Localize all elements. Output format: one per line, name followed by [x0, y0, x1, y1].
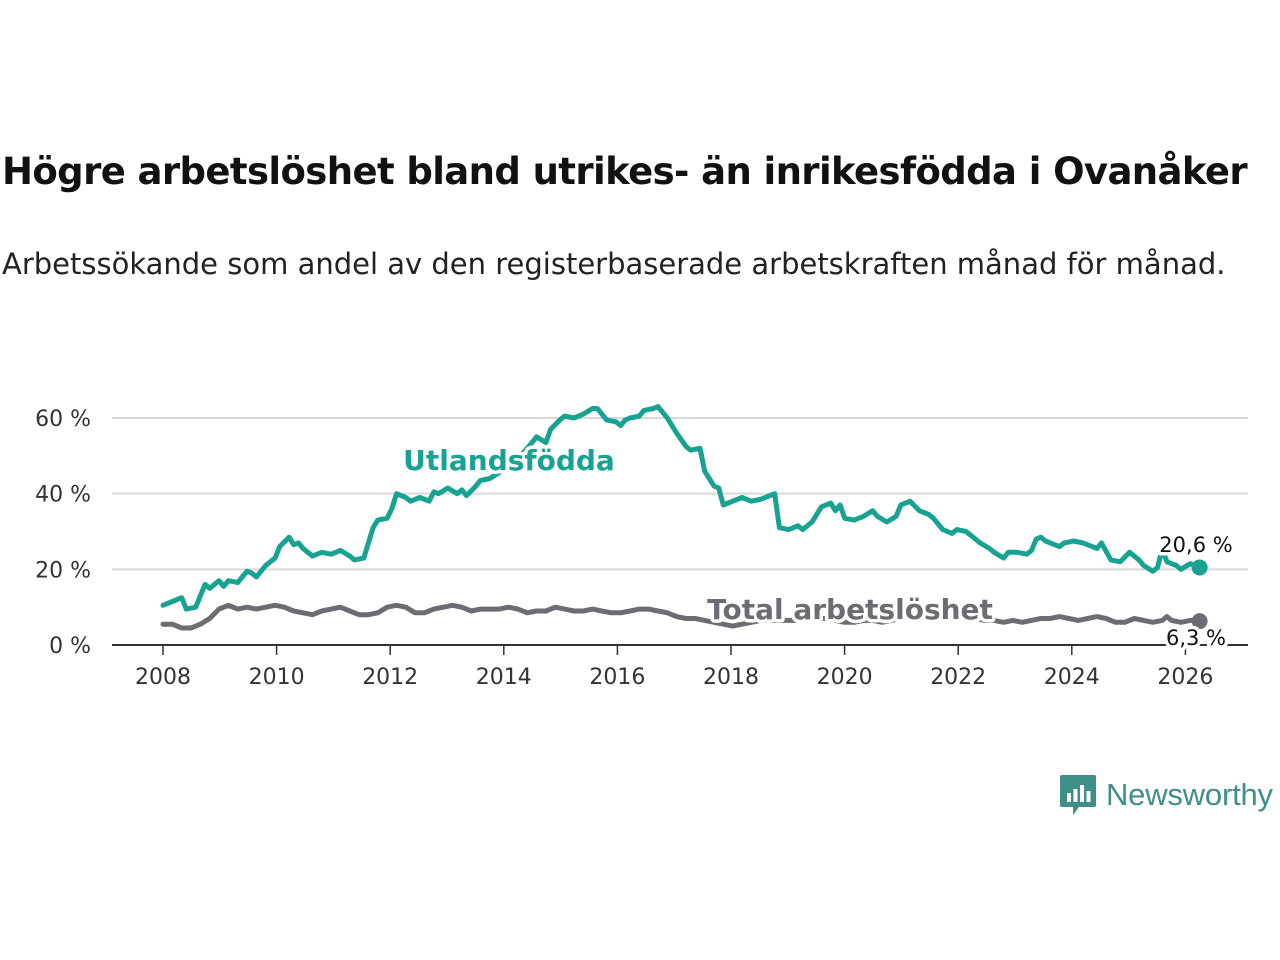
- x-tick-label: 2016: [589, 665, 645, 690]
- x-tick-label: 2022: [930, 665, 986, 690]
- brand-name: Newsworthy: [1106, 777, 1273, 812]
- end-point-total: [1191, 613, 1208, 630]
- x-tick-label: 2010: [249, 665, 305, 690]
- y-tick-label: 60 %: [35, 407, 91, 432]
- chart-title: Högre arbetslöshet bland utrikes- än inr…: [2, 150, 1248, 193]
- gridlines: [112, 417, 1248, 571]
- brand-logo[interactable]: Newsworthy: [1059, 773, 1273, 817]
- series-lines: [160, 404, 1208, 631]
- series-label-utlandsfodda: Utlandsfödda: [403, 444, 615, 477]
- y-tick-label: 40 %: [35, 483, 91, 508]
- newsworthy-logo-icon: [1060, 775, 1096, 815]
- x-tick-label: 2024: [1044, 665, 1100, 690]
- chart-subtitle: Arbetssökande som andel av den registerb…: [2, 247, 1226, 281]
- end-label-utlandsfodda: 20,6 %: [1159, 533, 1232, 557]
- y-tick-label: 0 %: [49, 634, 91, 659]
- end-point-utlandsfodda: [1191, 559, 1208, 576]
- series-line-utlandsfodda: [160, 404, 1203, 612]
- y-axis: 0 % 20 % 40 % 60 %: [35, 407, 91, 659]
- x-tick-label: 2018: [703, 665, 759, 690]
- series-labels: Utlandsfödda Total arbetslöshet 20,6 % 6,3 …: [400, 441, 1237, 654]
- x-tick-label: 2020: [817, 665, 873, 690]
- x-axis: 2008 2010 2012 2014 2016 2018 2020 2022 2024 2026: [112, 644, 1248, 690]
- end-label-total: 6,3 %: [1166, 626, 1226, 650]
- y-tick-label: 20 %: [35, 558, 91, 583]
- x-tick-label: 2026: [1157, 665, 1213, 690]
- x-tick-label: 2014: [476, 665, 532, 690]
- series-label-total: Total arbetslöshet: [707, 593, 993, 626]
- x-tick-label: 2008: [135, 665, 191, 690]
- x-tick-label: 2012: [362, 665, 418, 690]
- series-line-total: [160, 602, 1203, 631]
